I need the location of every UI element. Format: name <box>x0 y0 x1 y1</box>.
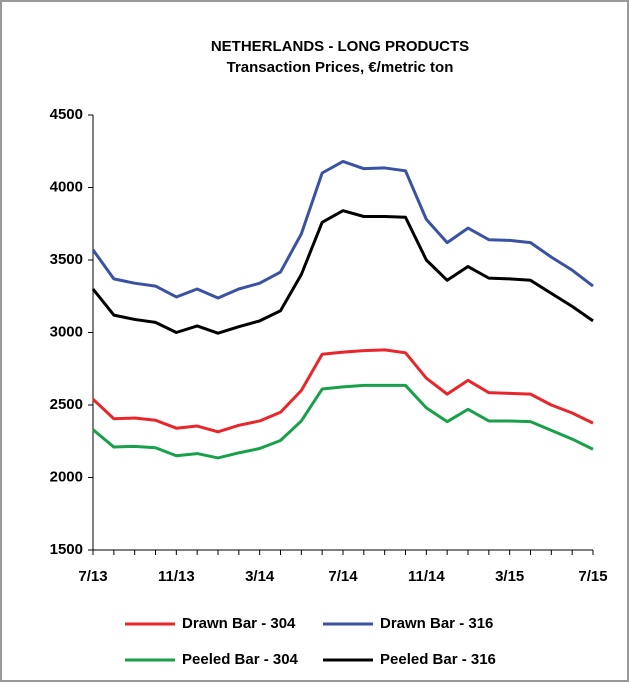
x-tick-label: 11/13 <box>158 568 195 585</box>
y-tick-label: 3500 <box>50 251 83 268</box>
x-tick-label: 3/14 <box>245 568 275 585</box>
line-series <box>91 159 594 300</box>
y-tick-label: 4000 <box>50 178 83 195</box>
x-tick-label: 7/13 <box>78 568 107 585</box>
y-tick-label: 4500 <box>50 106 83 123</box>
y-tick-label: 2000 <box>50 468 83 485</box>
line-series <box>91 209 594 335</box>
x-tick-label: 11/14 <box>408 568 445 585</box>
chart-subtitle: Transaction Prices, €/metric ton <box>227 59 454 76</box>
legend-label: Drawn Bar - 316 <box>380 615 493 632</box>
line-series <box>92 383 594 460</box>
line-series <box>91 348 594 434</box>
y-tick-label: 3000 <box>50 323 83 340</box>
x-tick-label: 7/14 <box>328 568 358 585</box>
legend-label: Drawn Bar - 304 <box>182 615 296 632</box>
chart-title: NETHERLANDS - LONG PRODUCTS <box>211 38 469 55</box>
legend-label: Peeled Bar - 316 <box>380 651 496 668</box>
x-tick-label: 3/15 <box>495 568 524 585</box>
x-tick-label: 7/15 <box>578 568 607 585</box>
y-tick-label: 2500 <box>50 396 83 413</box>
y-tick-label: 1500 <box>50 541 83 558</box>
legend-label: Peeled Bar - 304 <box>182 651 299 668</box>
